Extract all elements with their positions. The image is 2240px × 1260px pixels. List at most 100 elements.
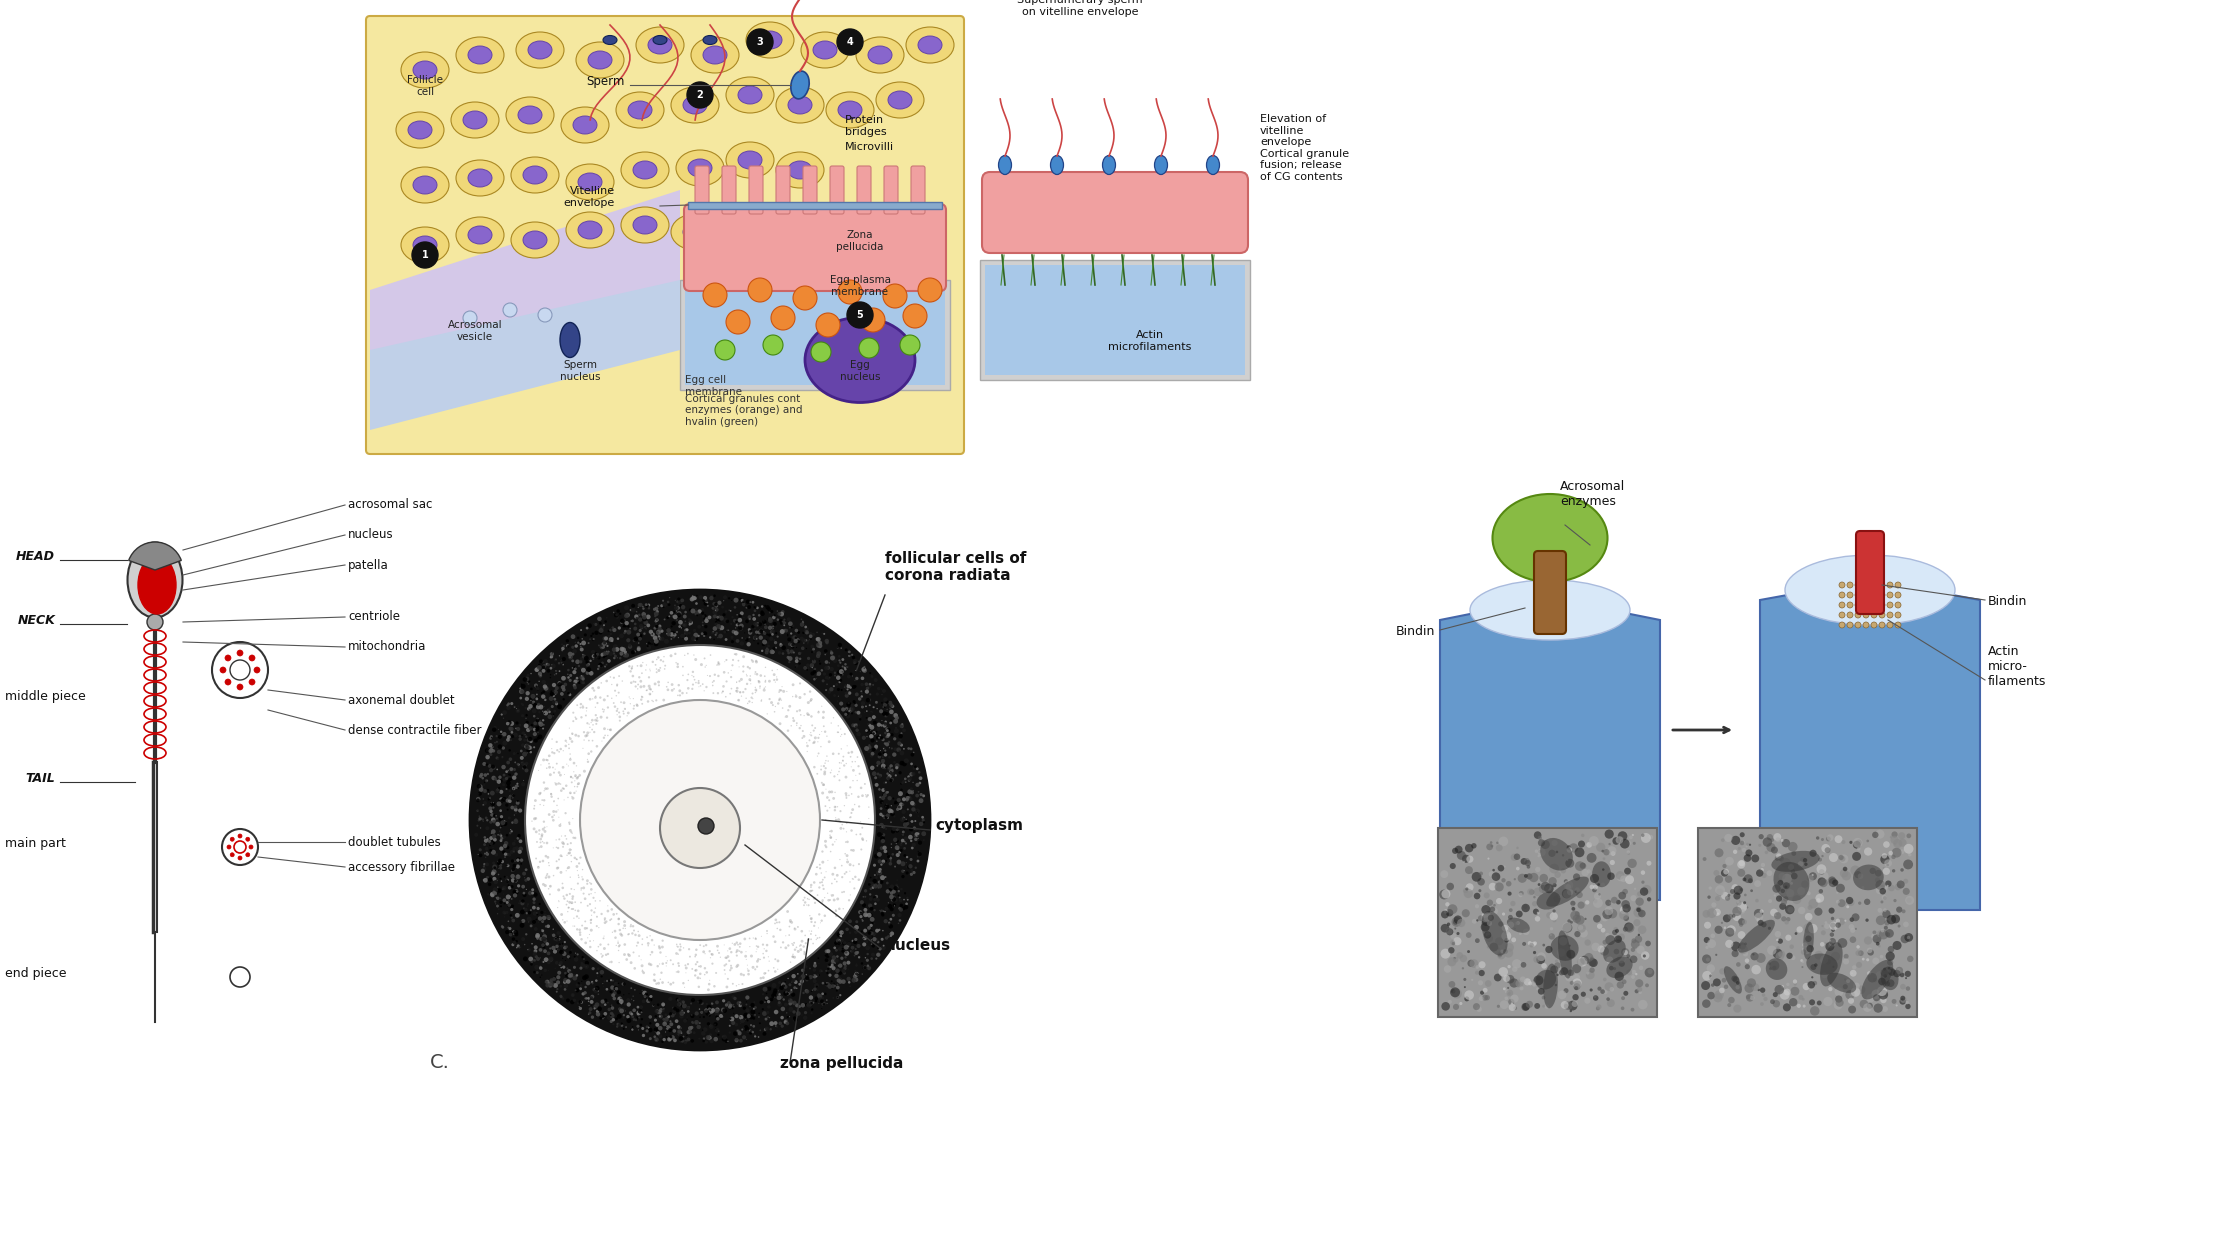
Circle shape <box>694 974 697 976</box>
Circle shape <box>753 1024 755 1028</box>
Circle shape <box>672 615 679 620</box>
Circle shape <box>1514 853 1521 861</box>
Circle shape <box>766 605 771 610</box>
Circle shape <box>580 966 582 970</box>
Circle shape <box>618 997 623 1002</box>
Circle shape <box>500 867 502 869</box>
Circle shape <box>1875 916 1886 925</box>
Circle shape <box>582 731 585 733</box>
Circle shape <box>1543 944 1546 946</box>
Circle shape <box>665 1026 670 1031</box>
Circle shape <box>894 713 898 718</box>
Circle shape <box>1723 864 1727 868</box>
Circle shape <box>506 901 508 903</box>
Circle shape <box>495 756 500 760</box>
Circle shape <box>1606 932 1611 937</box>
Circle shape <box>488 748 493 753</box>
Circle shape <box>822 711 824 713</box>
Circle shape <box>544 925 547 927</box>
Circle shape <box>634 1017 636 1021</box>
Circle shape <box>791 974 795 978</box>
Circle shape <box>1779 879 1783 886</box>
Circle shape <box>706 944 708 946</box>
Circle shape <box>1779 950 1785 958</box>
Circle shape <box>1707 908 1716 919</box>
Circle shape <box>1902 998 1906 1000</box>
Circle shape <box>721 1034 728 1040</box>
Circle shape <box>1631 955 1637 963</box>
Circle shape <box>880 914 885 916</box>
Circle shape <box>526 917 531 921</box>
Circle shape <box>755 630 759 634</box>
Circle shape <box>508 750 511 751</box>
Circle shape <box>706 685 708 688</box>
Circle shape <box>551 793 553 795</box>
Circle shape <box>1633 919 1640 926</box>
Circle shape <box>656 617 659 621</box>
Circle shape <box>1855 612 1861 617</box>
Circle shape <box>1555 960 1559 963</box>
FancyBboxPatch shape <box>1698 828 1917 1017</box>
Circle shape <box>1702 971 1711 980</box>
Circle shape <box>569 655 573 659</box>
Circle shape <box>735 624 739 626</box>
Circle shape <box>600 662 605 664</box>
Circle shape <box>1499 921 1503 926</box>
Circle shape <box>1732 975 1738 982</box>
Circle shape <box>1478 980 1483 985</box>
Circle shape <box>1884 974 1886 978</box>
Circle shape <box>721 1008 726 1012</box>
Circle shape <box>833 672 836 674</box>
Circle shape <box>511 937 515 941</box>
Text: HEAD: HEAD <box>16 551 56 563</box>
Circle shape <box>1767 834 1774 840</box>
Circle shape <box>1604 978 1606 982</box>
Circle shape <box>1503 975 1510 982</box>
Circle shape <box>1532 983 1537 987</box>
Circle shape <box>1716 896 1720 901</box>
Circle shape <box>1830 937 1837 945</box>
Circle shape <box>777 651 782 654</box>
Circle shape <box>636 703 638 706</box>
Circle shape <box>862 942 867 946</box>
FancyBboxPatch shape <box>685 285 945 386</box>
Circle shape <box>844 668 847 670</box>
Circle shape <box>701 1031 706 1036</box>
Circle shape <box>844 793 847 795</box>
Ellipse shape <box>464 111 486 129</box>
Circle shape <box>883 698 887 702</box>
Circle shape <box>874 896 876 900</box>
Circle shape <box>511 850 513 854</box>
Circle shape <box>853 937 858 941</box>
Circle shape <box>824 665 829 670</box>
Circle shape <box>567 969 571 973</box>
Circle shape <box>712 595 717 597</box>
Circle shape <box>880 839 885 844</box>
Circle shape <box>1494 882 1503 892</box>
Circle shape <box>676 998 679 1000</box>
Circle shape <box>1622 1007 1624 1011</box>
Circle shape <box>1908 853 1911 857</box>
Circle shape <box>887 809 892 814</box>
Circle shape <box>676 665 679 668</box>
Circle shape <box>614 992 616 995</box>
Circle shape <box>616 1000 620 1004</box>
Circle shape <box>645 1026 647 1028</box>
Circle shape <box>549 692 553 697</box>
Text: 5: 5 <box>856 310 862 320</box>
Circle shape <box>869 732 874 736</box>
Circle shape <box>1770 999 1774 1004</box>
Circle shape <box>650 995 652 998</box>
Circle shape <box>1830 929 1835 932</box>
Circle shape <box>520 735 522 737</box>
Circle shape <box>647 997 652 1002</box>
Circle shape <box>1736 890 1740 896</box>
Circle shape <box>847 960 851 965</box>
Circle shape <box>726 610 728 612</box>
Circle shape <box>1465 990 1474 1000</box>
Circle shape <box>844 713 847 716</box>
Circle shape <box>782 620 786 625</box>
Circle shape <box>1588 958 1597 966</box>
Circle shape <box>486 755 491 760</box>
Circle shape <box>912 772 916 776</box>
